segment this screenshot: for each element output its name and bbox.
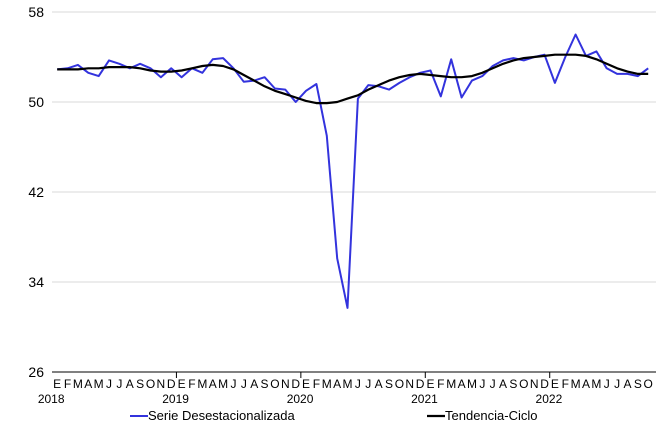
x-tick-label-year: 2018 [38,392,65,406]
series-line-serie-desestacionalizada [57,33,649,309]
x-tick-label-month: E [551,377,559,391]
x-tick-label-month: S [261,377,269,391]
x-tick-label-month: A [209,377,217,391]
y-tick-label: 34 [28,274,44,290]
x-tick-label-month: O [395,377,404,391]
x-tick-label-month: J [490,377,496,391]
x-tick-label-month: F [188,377,195,391]
legend-label: Serie Desestacionalizada [148,408,295,423]
x-tick-label-month: N [530,377,539,391]
x-tick-label-month: N [157,377,166,391]
legend: Serie Desestacionalizada Tendencia-Ciclo [130,408,538,423]
x-tick-label-month: J [355,377,361,391]
x-tick-label-year: 2021 [411,392,438,406]
x-tick-label-month: E [53,377,61,391]
x-tick-label-month: M [94,377,104,391]
gridlines [52,11,656,283]
y-axis-tick-labels: 26 34 42 50 58 [28,4,44,380]
x-tick-label-month: O [146,377,155,391]
x-tick-label-month: S [136,377,144,391]
x-tick-label-month: D [167,377,176,391]
x-tick-label-year: 2020 [287,392,314,406]
x-tick-label-month: F [313,377,320,391]
x-tick-label-month: N [405,377,414,391]
x-tick-label-month: J [241,377,247,391]
x-tick-label-month: J [479,377,485,391]
x-tick-label-month: M [218,377,228,391]
x-tick-label-month: M [446,377,456,391]
x-tick-label-month: A [250,377,258,391]
x-tick-label-month: D [291,377,300,391]
x-tick-label-month: D [416,377,425,391]
x-tick-label-month: J [106,377,112,391]
x-tick-label-month: S [634,377,642,391]
x-tick-label-month: M [571,377,581,391]
x-tick-label-month: E [178,377,186,391]
plot-area [57,33,649,309]
x-tick-label-month: M [343,377,353,391]
x-tick-label-year: 2019 [162,392,189,406]
x-tick-label-month: J [116,377,122,391]
legend-label: Tendencia-Ciclo [445,408,538,423]
x-tick-label-month: M [591,377,601,391]
x-tick-label-month: A [375,377,383,391]
x-tick-label-month: A [333,377,341,391]
x-tick-label-year: 2022 [536,392,563,406]
series-line-tendencia-ciclo [57,53,649,105]
x-tick-label-month: M [467,377,477,391]
x-tick-label-month: E [426,377,434,391]
x-tick-label-month: E [302,377,310,391]
x-tick-label-month: M [73,377,83,391]
x-tick-label-month: O [270,377,279,391]
x-tick-label-month: A [84,377,92,391]
x-tick-label-month: A [582,377,590,391]
y-tick-label: 50 [28,94,44,110]
x-tick-label-month: O [644,377,653,391]
x-tick-label-month: J [614,377,620,391]
x-tick-label-month: F [64,377,71,391]
y-tick-label: 58 [28,4,44,20]
x-tick-label-month: M [197,377,207,391]
x-tick-label-month: O [519,377,528,391]
x-tick-label-month: S [385,377,393,391]
x-tick-label-month: S [509,377,517,391]
x-tick-label-month: A [458,377,466,391]
x-tick-label-month: D [540,377,549,391]
x-tick-label-month: J [604,377,610,391]
y-tick-label: 42 [28,184,44,200]
x-tick-label-month: J [230,377,236,391]
x-tick-label-month: F [562,377,569,391]
x-tick-label-month: A [499,377,507,391]
x-tick-label-month: M [322,377,332,391]
x-tick-label-month: J [365,377,371,391]
x-tick-label-month: F [437,377,444,391]
x-tick-label-month: N [281,377,290,391]
x-tick-label-month: A [126,377,134,391]
y-tick-label: 26 [28,364,44,380]
x-tick-label-month: A [623,377,631,391]
